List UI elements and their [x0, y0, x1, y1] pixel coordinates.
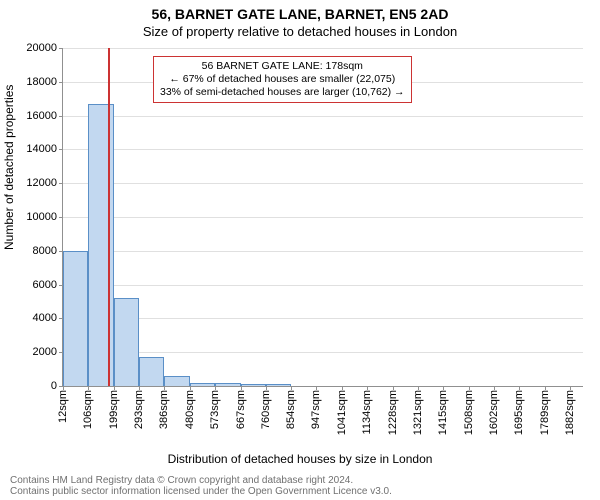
attribution: Contains HM Land Registry data © Crown c… [10, 475, 392, 497]
annotation-line-1: 56 BARNET GATE LANE: 178sqm [160, 60, 405, 73]
gridline [63, 48, 583, 49]
ytick-mark [59, 48, 63, 49]
xtick-label: 293sqm [133, 390, 145, 429]
annotation-box: 56 BARNET GATE LANE: 178sqm ← 67% of det… [153, 56, 412, 103]
xtick-label: 667sqm [235, 390, 247, 429]
ytick-label: 2000 [33, 346, 57, 358]
gridline [63, 116, 583, 117]
ytick-label: 14000 [26, 143, 57, 155]
xtick-label: 199sqm [108, 390, 120, 429]
title-main: 56, BARNET GATE LANE, BARNET, EN5 2AD [0, 6, 600, 22]
xtick-label: 1695sqm [513, 390, 525, 435]
xtick-label: 480sqm [184, 390, 196, 429]
gridline [63, 149, 583, 150]
ytick-label: 18000 [26, 76, 57, 88]
xtick-label: 573sqm [209, 390, 221, 429]
xtick-label: 1602sqm [488, 390, 500, 435]
xtick-label: 1134sqm [361, 390, 373, 434]
ytick-mark [59, 82, 63, 83]
xtick-label: 1789sqm [539, 390, 551, 435]
histogram-bar [215, 383, 240, 386]
xtick-label: 1508sqm [463, 390, 475, 435]
marker-line [108, 48, 110, 386]
gridline [63, 251, 583, 252]
xtick-label: 1041sqm [336, 390, 348, 435]
ytick-label: 20000 [26, 42, 57, 54]
xtick-label: 1415sqm [437, 390, 449, 435]
gridline [63, 217, 583, 218]
gridline [63, 318, 583, 319]
histogram-bar [63, 251, 88, 386]
histogram-bar [241, 384, 266, 386]
chart-root: { "chart": { "type": "histogram", "title… [0, 0, 600, 500]
attribution-line-1: Contains HM Land Registry data © Crown c… [10, 475, 392, 486]
ytick-label: 16000 [26, 110, 57, 122]
ytick-label: 10000 [26, 211, 57, 223]
ytick-label: 6000 [33, 279, 57, 291]
xtick-label: 386sqm [158, 390, 170, 429]
gridline [63, 183, 583, 184]
histogram-bar [139, 357, 164, 386]
xtick-label: 106sqm [82, 390, 94, 429]
xtick-label: 760sqm [260, 390, 272, 429]
y-axis-label: Number of detached properties [2, 85, 16, 250]
xtick-label: 1228sqm [387, 390, 399, 435]
xtick-label: 947sqm [310, 390, 322, 429]
ytick-mark [59, 183, 63, 184]
ytick-mark [59, 116, 63, 117]
histogram-bar [190, 383, 215, 386]
annotation-line-3: 33% of semi-detached houses are larger (… [160, 86, 405, 99]
xtick-label: 1321sqm [412, 390, 424, 435]
histogram-bar [114, 298, 139, 386]
ytick-mark [59, 149, 63, 150]
x-axis-label: Distribution of detached houses by size … [0, 452, 600, 466]
xtick-label: 854sqm [285, 390, 297, 429]
ytick-label: 8000 [33, 245, 57, 257]
ytick-mark [59, 217, 63, 218]
gridline [63, 352, 583, 353]
histogram-bar [266, 384, 291, 386]
annotation-line-2: ← 67% of detached houses are smaller (22… [160, 73, 405, 86]
attribution-line-2: Contains public sector information licen… [10, 486, 392, 497]
xtick-label: 12sqm [57, 390, 69, 423]
xtick-label: 1882sqm [564, 390, 576, 435]
gridline [63, 285, 583, 286]
title-sub: Size of property relative to detached ho… [0, 24, 600, 39]
ytick-label: 4000 [33, 312, 57, 324]
ytick-label: 12000 [26, 177, 57, 189]
histogram-bar [164, 376, 189, 386]
